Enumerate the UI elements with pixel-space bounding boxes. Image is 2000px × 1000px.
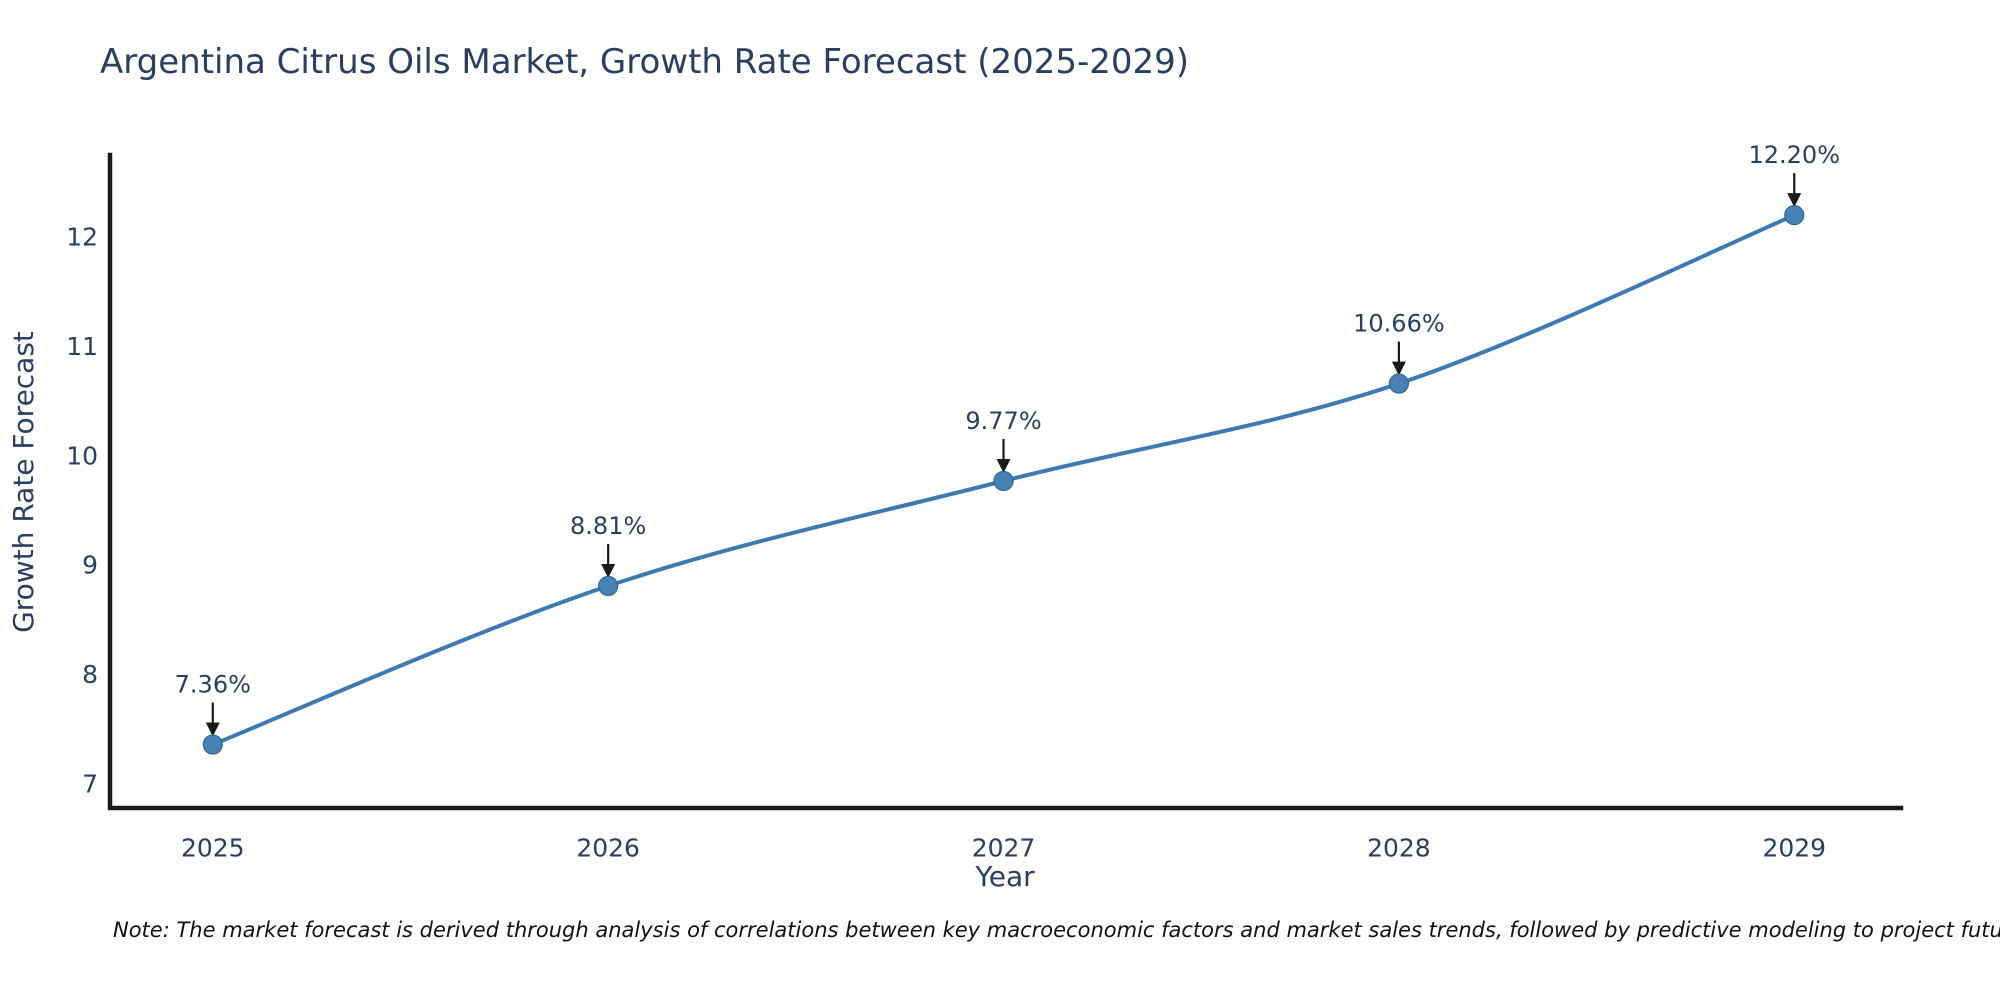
data-point-marker[interactable] (1388, 373, 1409, 394)
data-label: 10.66% (1353, 310, 1445, 338)
annotation-arrow-head (601, 563, 616, 578)
data-label: 7.36% (175, 671, 251, 699)
x-tick-label: 2027 (972, 834, 1036, 863)
y-tick-label: 8 (82, 660, 98, 689)
data-label: 9.77% (965, 407, 1041, 435)
data-point-marker[interactable] (993, 470, 1014, 492)
chart-title: Argentina Citrus Oils Market, Growth Rat… (100, 42, 1190, 82)
axis-lines (107, 152, 1904, 811)
y-tick-label: 9 (82, 551, 98, 580)
data-label: 8.81% (570, 512, 646, 540)
x-axis-title: Year (974, 860, 1035, 893)
y-tick-label: 11 (66, 332, 98, 361)
x-tick-label: 2025 (181, 834, 245, 863)
y-tick-label: 10 (66, 441, 98, 470)
y-axis-title: Growth Rate Forecast (7, 331, 40, 633)
x-tick-label: 2029 (1762, 834, 1826, 863)
x-tick-label: 2028 (1367, 834, 1431, 863)
x-tick-label: 2026 (576, 834, 640, 863)
y-tick-label: 7 (82, 769, 98, 798)
annotation-arrow-head (205, 722, 220, 737)
y-tick-label: 12 (66, 223, 98, 252)
annotation-arrow-head (1787, 193, 1802, 208)
annotation-arrow-head (996, 458, 1011, 473)
data-point-marker[interactable] (598, 575, 619, 597)
data-point-marker[interactable] (1784, 205, 1805, 226)
data-label: 12.20% (1748, 141, 1840, 169)
annotation-arrow-head (1391, 361, 1406, 376)
footnote: Note: The market forecast is derived thr… (113, 918, 2000, 942)
data-point-marker[interactable] (202, 734, 223, 755)
